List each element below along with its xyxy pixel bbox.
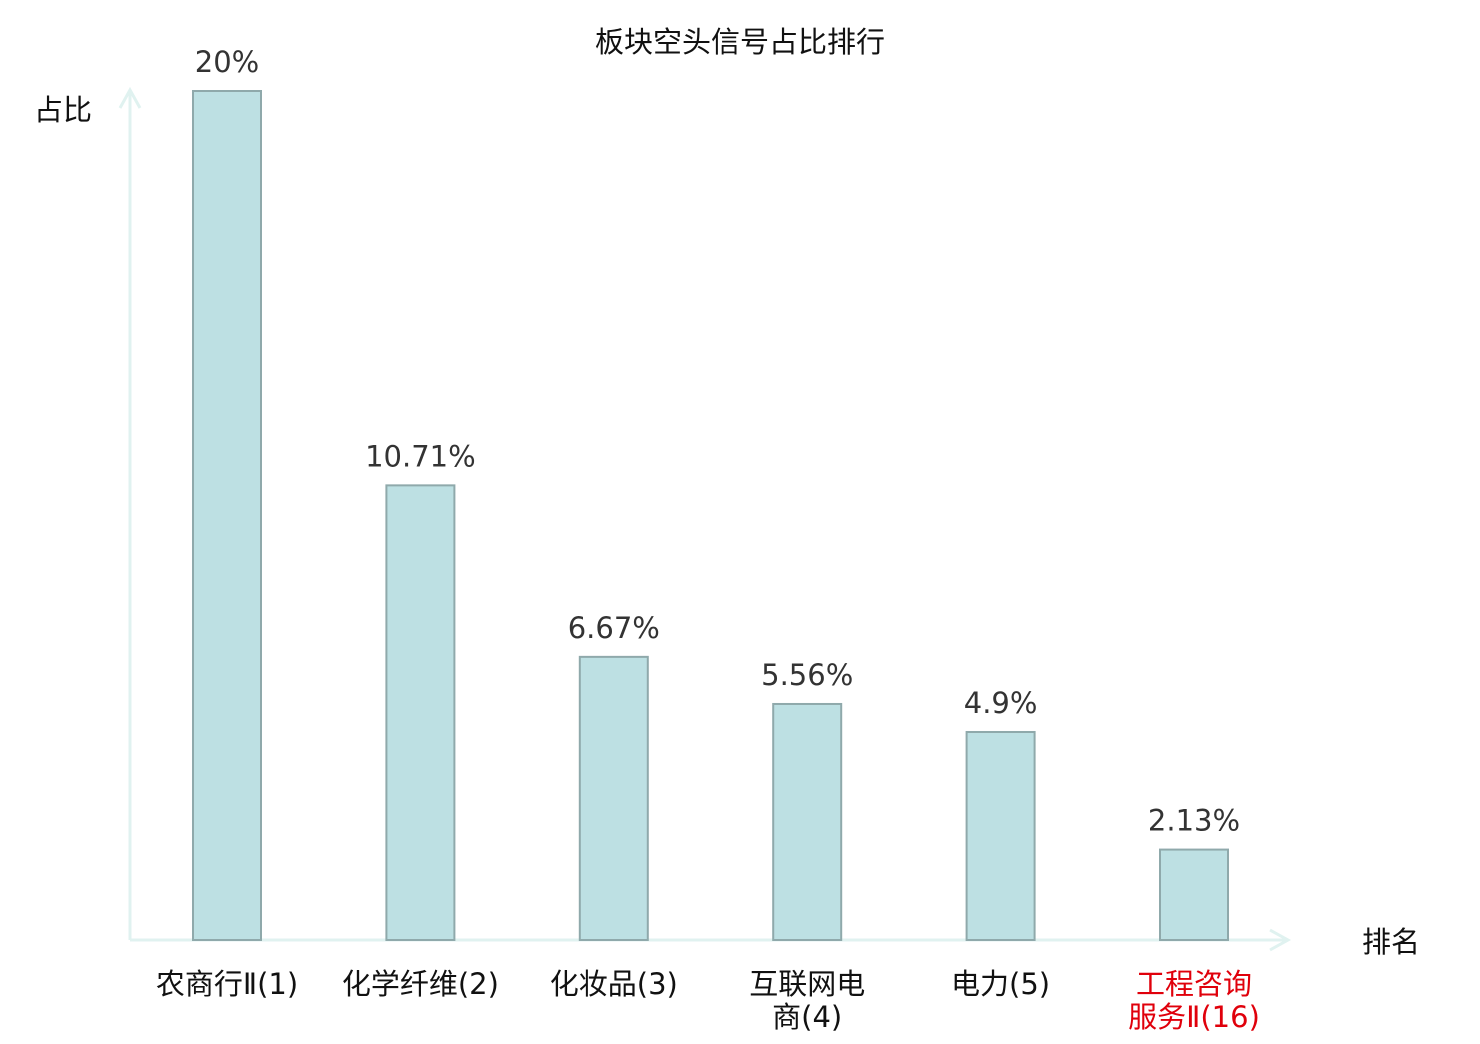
- axes: [118, 86, 1292, 952]
- bar: [385, 484, 456, 941]
- value-label: 2.13%: [1148, 804, 1240, 838]
- bar: [965, 730, 1036, 941]
- value-label: 10.71%: [365, 439, 476, 473]
- value-label: 5.56%: [761, 658, 853, 692]
- category-label: 电力(5): [951, 967, 1050, 1001]
- chart-title: 板块空头信号占比排行: [595, 25, 885, 59]
- y-axis-label: 占比: [34, 93, 92, 127]
- category-label: 化学纤维(2): [342, 967, 499, 1001]
- category-label: 服务Ⅱ(16): [1128, 1000, 1260, 1034]
- value-label: 4.9%: [964, 686, 1038, 720]
- bar: [578, 655, 649, 942]
- value-label: 20%: [195, 45, 259, 79]
- category-label: 商(4): [772, 1000, 842, 1034]
- category-label: 农商行Ⅱ(1): [156, 967, 298, 1001]
- category-label: 工程咨询: [1136, 967, 1252, 1001]
- bar: [772, 702, 843, 942]
- y-axis-arrow: [118, 86, 142, 109]
- category-label: 互联网电: [749, 967, 865, 1001]
- category-label: 化妆品(3): [550, 967, 678, 1001]
- value-labels-group: 20% 10.71% 6.67% 5.56% 4.9% 2.13%: [195, 45, 1240, 838]
- value-label: 6.67%: [568, 611, 660, 645]
- x-axis-label: 排名: [1362, 925, 1420, 959]
- bar: [1159, 848, 1229, 941]
- x-axis-arrow: [1269, 928, 1292, 952]
- bars-group: [192, 90, 1229, 942]
- bar: [192, 90, 262, 941]
